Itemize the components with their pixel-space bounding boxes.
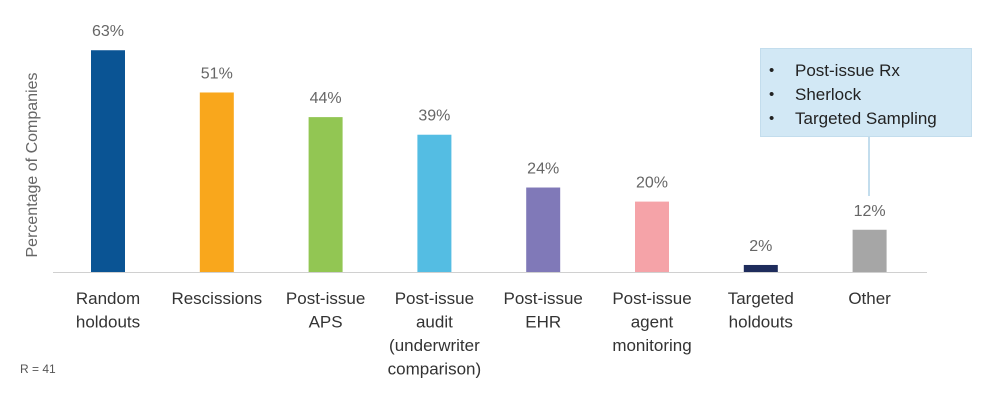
category-label-post-issue-ehr: Post-issue EHR xyxy=(504,289,583,332)
bullet-icon: • xyxy=(769,86,775,103)
bullet-icon: • xyxy=(769,62,775,79)
category-label-post-issue-agent-monitoring: Post-issue agent monitoring xyxy=(612,289,691,355)
value-label-targeted-holdouts: 2% xyxy=(749,238,772,255)
bar-rescissions xyxy=(199,92,234,272)
annotation-item: • Post-issue Rx xyxy=(769,59,971,83)
annotation-item-text: Sherlock xyxy=(795,85,862,104)
value-label-post-issue-ehr: 24% xyxy=(527,161,559,178)
bar-targeted-holdouts xyxy=(743,264,778,272)
category-label-post-issue-aps: Post-issue APS xyxy=(286,289,365,332)
category-label-other: Other xyxy=(848,289,891,308)
value-labels: 63% 51% 44% 39% 24% 20% 2% 12% xyxy=(92,23,886,255)
value-label-random-holdouts: 63% xyxy=(92,23,124,40)
category-labels: Random holdouts Rescissions Post-issue APS Po… xyxy=(76,289,891,379)
category-label-post-issue-audit-underwriter-comparison: Post-issue audit (underwriter comparison) xyxy=(388,289,482,379)
value-label-post-issue-aps: 44% xyxy=(310,90,342,107)
bar-other xyxy=(852,229,887,272)
annotation-item-text: Post-issue Rx xyxy=(795,61,900,80)
bar-post-issue-aps xyxy=(308,117,343,273)
annotation-list: • Post-issue Rx • Sherlock • Targeted Samplin… xyxy=(761,49,971,131)
y-axis-label: Percentage of Companies xyxy=(24,73,41,258)
annotation-item: • Targeted Sampling xyxy=(769,107,971,131)
bar-post-issue-audit-underwriter-comparison xyxy=(417,134,452,272)
sample-size-note: R = 41 xyxy=(20,362,56,376)
category-label-random-holdouts: Random holdouts xyxy=(76,289,140,332)
bullet-icon: • xyxy=(769,110,775,127)
value-label-other: 12% xyxy=(854,203,886,220)
value-label-rescissions: 51% xyxy=(201,65,233,82)
annotation-item: • Sherlock xyxy=(769,83,971,107)
value-label-post-issue-audit-underwriter-comparison: 39% xyxy=(418,108,450,125)
bar-random-holdouts xyxy=(91,50,125,272)
annotation-item-text: Targeted Sampling xyxy=(795,109,937,128)
value-label-post-issue-agent-monitoring: 20% xyxy=(636,175,668,192)
category-label-rescissions: Rescissions xyxy=(171,289,262,308)
bars xyxy=(91,50,887,273)
category-label-targeted-holdouts: Targeted holdouts xyxy=(728,289,794,332)
bar-post-issue-ehr xyxy=(526,187,561,272)
bar-post-issue-agent-monitoring xyxy=(635,201,669,272)
annotation-callout: • Post-issue Rx • Sherlock • Targeted Samplin… xyxy=(760,48,972,137)
